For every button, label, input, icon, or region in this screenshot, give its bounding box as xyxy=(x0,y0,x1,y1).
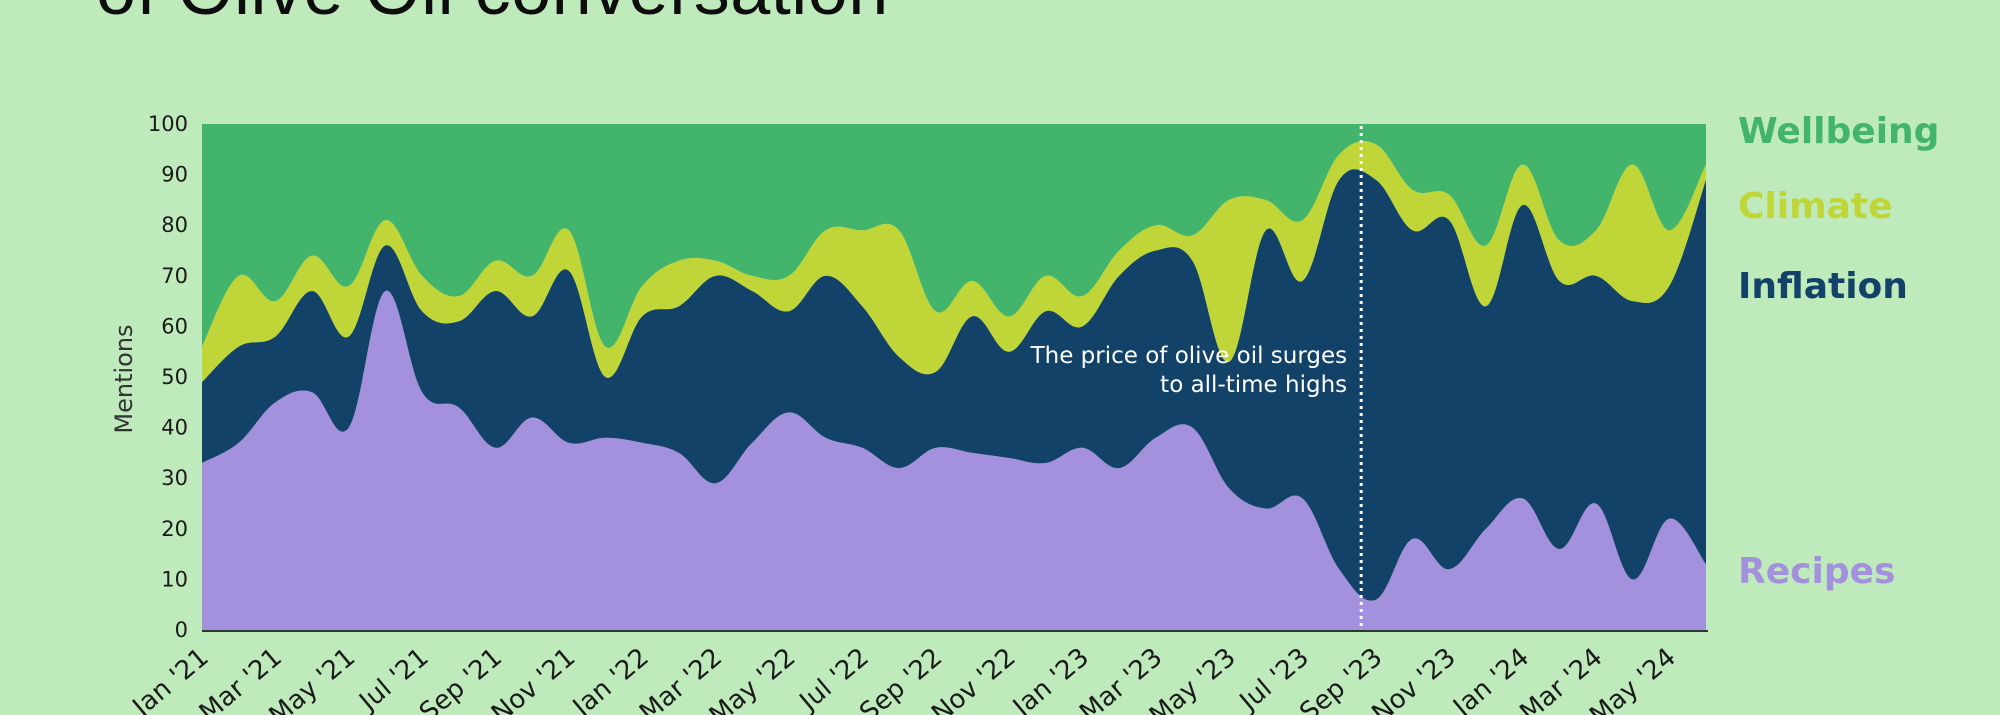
x-tick-label: May '23 xyxy=(1144,642,1242,715)
legend: Recipes Inflation Climate Wellbeing xyxy=(1738,111,1939,592)
legend-recipes: Recipes xyxy=(1738,551,1895,592)
y-tick-label: 80 xyxy=(161,213,188,237)
x-tick-label: May '22 xyxy=(704,642,802,715)
x-tick-label: May '21 xyxy=(264,642,362,715)
annotation-text: The price of olive oil surges xyxy=(1030,343,1348,369)
y-tick-label: 20 xyxy=(161,517,188,541)
x-tick-label: Nov '21 xyxy=(486,642,581,715)
y-axis-label: Mentions xyxy=(110,324,138,433)
area-series-group xyxy=(202,124,1706,630)
y-tick-label: 40 xyxy=(161,416,188,440)
area-inflation xyxy=(202,169,1706,601)
chart-title: of Olive Oil conversation xyxy=(96,0,889,38)
legend-climate: Climate xyxy=(1738,186,1893,227)
x-tick-label: May '24 xyxy=(1584,642,1682,715)
y-tick-label: 60 xyxy=(161,314,188,338)
y-tick-label: 0 xyxy=(175,618,188,642)
y-tick-label: 10 xyxy=(161,567,188,591)
area-wellbeing xyxy=(202,124,1706,348)
x-tick-label: Nov '23 xyxy=(1366,642,1461,715)
y-tick-label: 90 xyxy=(161,163,188,187)
y-tick-label: 100 xyxy=(148,112,188,136)
annotation-group: The price of olive oil surges to all-time… xyxy=(1030,126,1363,630)
y-tick-label: 30 xyxy=(161,466,188,490)
annotation-text: to all-time highs xyxy=(1160,372,1347,398)
legend-inflation: Inflation xyxy=(1738,266,1908,307)
y-tick-label: 50 xyxy=(161,365,188,389)
area-climate xyxy=(202,140,1706,383)
y-axis: 0 10 20 30 40 50 60 70 80 90 100 xyxy=(148,112,188,642)
area-recipes xyxy=(202,290,1706,630)
y-tick-label: 70 xyxy=(161,264,188,288)
x-tick-label: Nov '22 xyxy=(926,642,1021,715)
legend-wellbeing: Wellbeing xyxy=(1738,111,1939,152)
